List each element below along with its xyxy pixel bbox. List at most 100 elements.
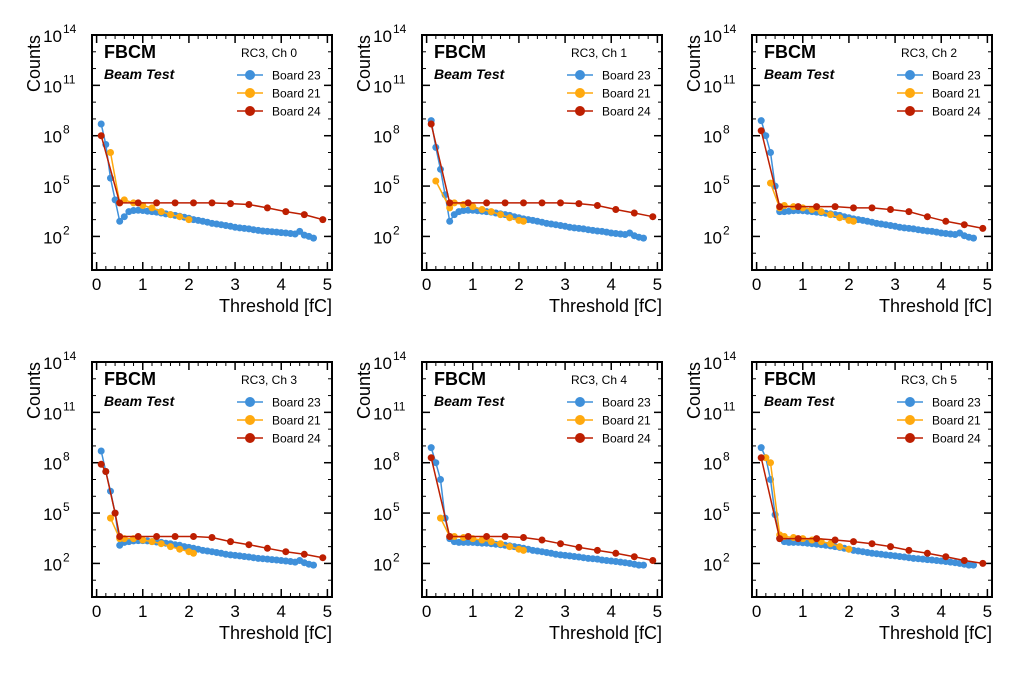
fbcm-badge: FBCM <box>104 42 156 62</box>
data-point <box>134 199 142 207</box>
data-point <box>887 543 894 551</box>
y-tick-label: 10 <box>43 505 62 524</box>
data-point <box>167 211 174 219</box>
data-point <box>501 533 509 540</box>
data-point <box>850 204 857 212</box>
data-point <box>757 127 765 135</box>
x-tick-label: 3 <box>890 602 899 621</box>
x-tick-label: 5 <box>653 602 662 621</box>
y-axis-label: Counts <box>24 35 44 92</box>
x-tick-label: 2 <box>184 602 193 621</box>
x-tick-label: 2 <box>514 275 523 294</box>
y-tick-label: 10 <box>373 27 392 46</box>
legend-title: RC3, Ch 3 <box>241 373 297 387</box>
x-tick-label: 0 <box>92 275 101 294</box>
series-line <box>430 447 644 566</box>
data-point <box>757 117 765 125</box>
data-point <box>520 199 527 207</box>
y-tick-exponent: 11 <box>723 399 736 413</box>
legend-marker <box>245 415 255 425</box>
legend-marker <box>905 397 915 407</box>
legend-marker <box>905 70 915 80</box>
data-point <box>446 199 454 207</box>
x-tick-label: 5 <box>323 602 332 621</box>
data-point <box>437 476 444 483</box>
x-tick-label: 3 <box>230 602 239 621</box>
y-axis-label: Counts <box>684 35 704 92</box>
beam-test-label: Beam Test <box>764 393 836 409</box>
y-tick-label: 10 <box>373 128 392 147</box>
data-point <box>487 538 495 546</box>
series-board-23 <box>427 117 647 242</box>
legend-marker <box>245 106 255 116</box>
y-tick-label: 10 <box>43 354 62 373</box>
legend-marker <box>575 88 585 98</box>
data-point <box>167 543 174 551</box>
data-point <box>282 208 290 216</box>
data-point <box>757 444 765 452</box>
data-point <box>478 206 486 213</box>
series-line <box>100 135 323 221</box>
data-point <box>649 557 657 564</box>
legend-label: Board 21 <box>272 87 321 101</box>
legend-label: Board 21 <box>932 414 981 428</box>
y-tick-exponent: 2 <box>723 550 730 564</box>
x-tick-label: 3 <box>890 275 899 294</box>
y-tick-label: 10 <box>43 455 62 474</box>
y-tick-label: 10 <box>703 555 722 574</box>
data-point <box>427 120 435 128</box>
beam-test-label: Beam Test <box>104 66 176 82</box>
data-point <box>827 211 834 219</box>
beam-test-label: Beam Test <box>104 393 176 409</box>
series-board-23 <box>97 120 317 242</box>
legend-label: Board 23 <box>272 396 321 410</box>
x-tick-label: 4 <box>606 602 615 621</box>
data-point <box>813 203 821 211</box>
legend-title: RC3, Ch 0 <box>241 46 297 60</box>
series-board-24 <box>427 454 657 564</box>
data-point <box>831 203 839 211</box>
data-point <box>593 546 601 554</box>
y-tick-label: 10 <box>703 228 722 247</box>
y-tick-label: 10 <box>43 555 62 574</box>
data-point <box>868 540 876 548</box>
legend-marker <box>905 88 915 98</box>
data-point <box>538 536 546 544</box>
data-point <box>850 217 857 225</box>
x-tick-label: 2 <box>844 602 853 621</box>
y-tick-label: 10 <box>373 404 392 423</box>
x-tick-label: 0 <box>752 602 761 621</box>
data-point <box>593 202 601 209</box>
data-point <box>506 214 514 222</box>
data-point <box>446 204 454 212</box>
series-line <box>760 457 983 565</box>
legend-label: Board 21 <box>272 414 321 428</box>
y-tick-label: 10 <box>703 455 722 474</box>
legend-marker <box>905 106 915 116</box>
data-point <box>227 538 234 546</box>
y-tick-label: 10 <box>703 354 722 373</box>
data-point <box>630 553 638 561</box>
data-point <box>487 208 495 216</box>
data-point <box>300 211 308 219</box>
legend-label: Board 24 <box>602 105 651 119</box>
y-tick-label: 10 <box>373 354 392 373</box>
x-tick-label: 1 <box>798 275 807 294</box>
data-point <box>942 217 950 225</box>
x-tick-label: 2 <box>184 275 193 294</box>
series-line <box>760 447 974 566</box>
x-tick-label: 3 <box>560 602 569 621</box>
series-board-23 <box>757 444 977 569</box>
data-point <box>836 214 844 222</box>
data-point <box>640 561 647 569</box>
data-point <box>887 206 894 213</box>
data-point <box>506 543 514 551</box>
x-tick-label: 4 <box>936 275 945 294</box>
series-board-23 <box>427 444 647 569</box>
data-point <box>501 199 509 207</box>
x-tick-label: 4 <box>276 275 285 294</box>
data-point <box>153 533 161 540</box>
y-tick-exponent: 2 <box>393 223 400 237</box>
fbcm-badge: FBCM <box>764 42 816 62</box>
